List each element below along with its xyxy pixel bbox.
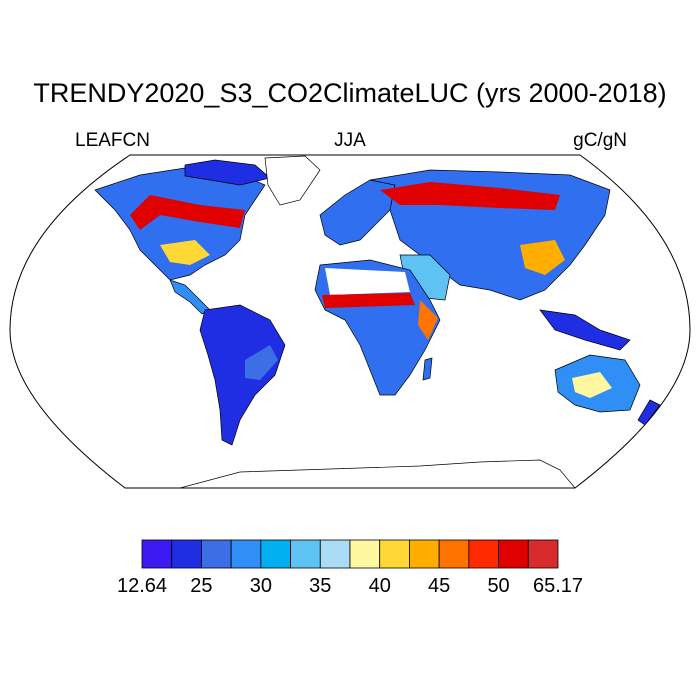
season-label: JJA bbox=[334, 130, 366, 151]
antarctica bbox=[179, 459, 576, 488]
colorbar-tick-label: 50 bbox=[487, 575, 510, 597]
colorbar-cell bbox=[230, 539, 262, 569]
south-america bbox=[199, 304, 286, 446]
sahara bbox=[325, 268, 410, 295]
colorbar-tick-label: 40 bbox=[368, 575, 391, 597]
colorbar-tick-label: 12.64 bbox=[116, 575, 168, 597]
colorbar-cell bbox=[527, 539, 559, 569]
colorbar-cell bbox=[141, 539, 173, 569]
colorbar-tick-label: 35 bbox=[309, 575, 332, 597]
units-label: gC/gN bbox=[573, 130, 627, 151]
colorbar-cell bbox=[498, 539, 529, 569]
arctic-islands bbox=[184, 159, 271, 186]
colorbar-tick-label: 65.17 bbox=[532, 575, 584, 597]
colorbar-cell bbox=[438, 539, 470, 569]
colorbar-cell bbox=[290, 539, 321, 569]
sa-east-warm bbox=[245, 345, 278, 380]
colorbar-tick-label: 25 bbox=[190, 575, 213, 597]
sahel-band bbox=[322, 293, 415, 308]
se-asia-islands bbox=[539, 309, 631, 351]
colorbar-tick-label: 30 bbox=[249, 575, 272, 597]
colorbar-cell bbox=[260, 539, 291, 569]
asia-high-band bbox=[380, 182, 560, 210]
colorbar-cell bbox=[468, 539, 499, 569]
na-east-warm bbox=[160, 240, 210, 265]
colorbar-cell bbox=[349, 539, 381, 569]
madagascar bbox=[422, 357, 433, 381]
asia-warm-patch bbox=[520, 240, 565, 275]
australia-interior bbox=[572, 372, 612, 398]
na-high-band bbox=[130, 195, 245, 230]
map-title: TRENDY2020_S3_CO2ClimateLUC (yrs 2000-20… bbox=[33, 78, 667, 108]
europe bbox=[319, 179, 396, 246]
greenland bbox=[264, 155, 321, 206]
colorbar-cell bbox=[171, 539, 202, 569]
east-africa-warm bbox=[418, 300, 438, 340]
variable-label: LEAFCN bbox=[75, 130, 150, 151]
colorbar-tick-label: 45 bbox=[428, 575, 451, 597]
colorbar-cell bbox=[319, 539, 351, 569]
colorbar-cell bbox=[409, 539, 440, 569]
colorbar-cell bbox=[379, 539, 410, 569]
colorbar-cell bbox=[201, 539, 232, 569]
